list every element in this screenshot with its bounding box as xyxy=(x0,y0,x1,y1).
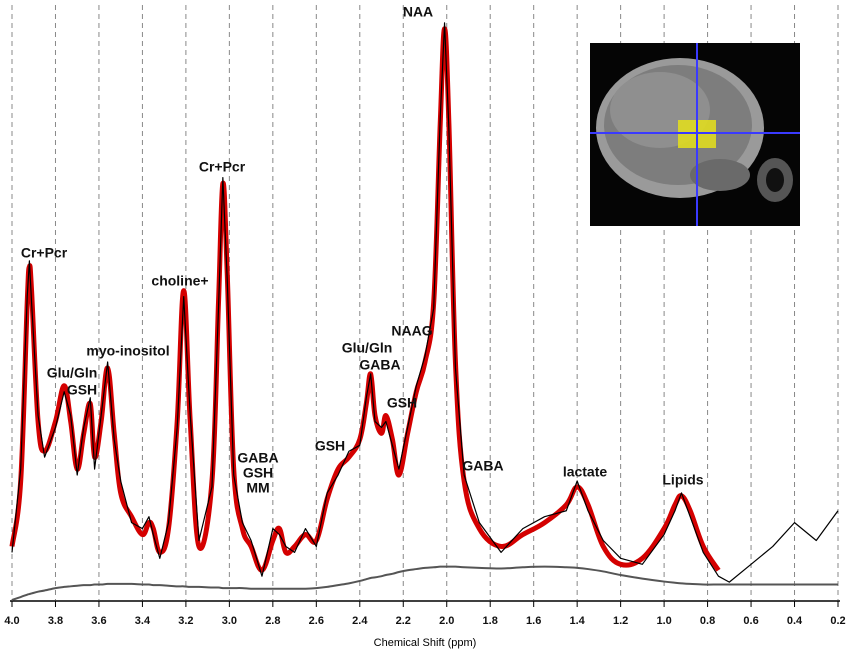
x-tick-label: 0.8 xyxy=(700,615,715,627)
peak-label: GABA xyxy=(237,450,278,466)
x-tick-label: 3.2 xyxy=(178,615,193,627)
x-tick-label: 4.0 xyxy=(4,615,19,627)
peak-label: GSH xyxy=(387,395,417,411)
x-tick-label: 3.6 xyxy=(91,615,106,627)
x-tick-label: 1.0 xyxy=(656,615,671,627)
peak-label: NAA xyxy=(403,4,433,20)
peak-label: Glu/Gln xyxy=(47,365,98,381)
peak-label: Cr+Pcr xyxy=(199,159,246,175)
x-tick-label: 1.6 xyxy=(526,615,541,627)
peak-label: myo-inositol xyxy=(86,343,169,359)
x-tick-label: 2.8 xyxy=(265,615,280,627)
x-tick-label: 3.4 xyxy=(135,615,151,627)
spectrum-line xyxy=(11,565,838,601)
x-axis-label: Chemical Shift (ppm) xyxy=(374,637,477,649)
peak-label: Lipids xyxy=(662,472,703,488)
x-tick-label: 1.4 xyxy=(570,615,586,627)
peak-label: choline+ xyxy=(151,273,208,289)
peak-label: Cr+Pcr xyxy=(21,245,68,261)
x-tick-label: 2.0 xyxy=(439,615,454,627)
peak-label: MM xyxy=(246,480,269,496)
spectrum-line xyxy=(9,26,721,573)
peak-label: GSH xyxy=(243,465,273,481)
x-tick-label: 0.6 xyxy=(743,615,758,627)
mri-inset xyxy=(590,43,800,226)
peak-label: lactate xyxy=(563,464,608,480)
peak-label: GSH xyxy=(315,438,345,454)
peak-label: GSH xyxy=(67,382,97,398)
x-tick-label: 0.2 xyxy=(830,615,845,627)
x-tick-label: 0.4 xyxy=(787,615,803,627)
x-tick-label: 3.0 xyxy=(222,615,237,627)
x-tick-label: 2.4 xyxy=(352,615,368,627)
x-tick-label: 2.6 xyxy=(309,615,324,627)
peak-label: Glu/Gln xyxy=(342,340,393,356)
x-tick-label: 3.8 xyxy=(48,615,63,627)
x-tick-label: 2.2 xyxy=(396,615,411,627)
x-tick-label: 1.8 xyxy=(483,615,498,627)
peak-label: NAAG xyxy=(391,323,432,339)
x-tick-label: 1.2 xyxy=(613,615,628,627)
spectrum-line xyxy=(11,22,839,583)
peak-label: GABA xyxy=(359,357,400,373)
peak-label: GABA xyxy=(462,458,503,474)
